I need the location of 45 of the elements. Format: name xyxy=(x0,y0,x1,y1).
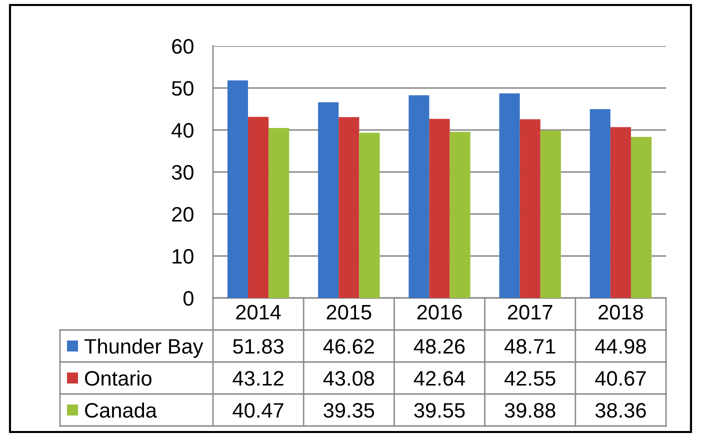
bar xyxy=(227,80,248,298)
bar xyxy=(318,102,339,298)
y-tick-label: 50 xyxy=(172,81,194,96)
x-tick-label: 2015 xyxy=(326,304,372,320)
data-label: 39.35 xyxy=(324,403,374,418)
legend-label: Canada xyxy=(85,402,157,418)
data-label: 40.67 xyxy=(595,371,646,386)
legend-label: Thunder Bay xyxy=(84,338,204,358)
data-label: 43.12 xyxy=(232,371,284,386)
bar xyxy=(408,95,430,298)
data-label: 48.26 xyxy=(414,339,465,354)
x-tick-label: 2014 xyxy=(236,304,281,320)
bar xyxy=(610,127,631,298)
y-tick-label: 60 xyxy=(172,39,194,54)
data-label: 51.83 xyxy=(233,339,284,354)
x-tick-label: 2016 xyxy=(417,304,462,320)
data-label: 43.08 xyxy=(323,371,374,386)
data-label: 44.98 xyxy=(595,339,646,354)
bar xyxy=(248,116,269,298)
bar xyxy=(630,136,652,298)
y-tick-label: 10 xyxy=(172,249,194,264)
bar xyxy=(359,132,380,298)
data-label: 38.36 xyxy=(595,403,646,418)
data-label: 46.62 xyxy=(323,339,374,354)
bar xyxy=(540,130,561,298)
y-tick-label: 40 xyxy=(172,123,194,138)
bar xyxy=(499,93,520,298)
data-label: 42.64 xyxy=(414,371,465,386)
legend-label: Ontario xyxy=(84,370,152,386)
data-label: 42.55 xyxy=(504,371,556,386)
data-label: 39.55 xyxy=(414,403,465,418)
data-label: 39.88 xyxy=(504,403,556,418)
x-tick-label: 2017 xyxy=(508,304,552,320)
bar xyxy=(268,128,290,298)
bar xyxy=(450,132,470,298)
bar xyxy=(520,119,540,298)
y-tick-label: 0 xyxy=(183,291,194,306)
y-tick-label: 20 xyxy=(172,207,194,222)
x-tick-label: 2018 xyxy=(598,304,643,320)
bar xyxy=(590,109,610,298)
bar xyxy=(429,118,450,298)
data-label: 40.47 xyxy=(232,403,284,418)
data-label: 48.71 xyxy=(504,339,556,354)
bar xyxy=(338,117,360,298)
y-tick-label: 30 xyxy=(172,165,194,180)
